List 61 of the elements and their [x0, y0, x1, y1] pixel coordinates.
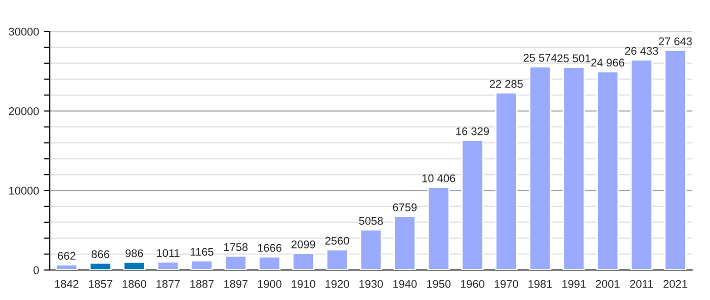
data-label: 986: [126, 249, 144, 258]
data-label: 25 501: [557, 54, 590, 62]
x-tick-label: 1857: [88, 280, 112, 288]
data-label: 26 433: [625, 47, 658, 55]
data-label: 10 406: [422, 174, 456, 182]
y-tick-label: 20000: [8, 107, 39, 116]
data-label: 866: [92, 250, 110, 258]
y-tick-label: 0: [34, 266, 39, 274]
x-tick-label: 1920: [326, 280, 350, 288]
data-label: 1666: [258, 244, 282, 252]
bar: [528, 66, 552, 270]
y-tick-label: 10000: [9, 186, 39, 195]
x-tick-label: 1877: [156, 280, 180, 288]
data-label: 22 285: [490, 80, 523, 88]
x-tick-label: 2011: [630, 280, 653, 288]
x-tick-label: 1930: [359, 280, 383, 288]
x-tick-label: 1897: [224, 280, 248, 288]
x-tick-label: 1950: [427, 280, 451, 288]
bar: [461, 139, 484, 270]
data-label: 662: [58, 252, 76, 260]
x-tick-label: 1970: [494, 280, 518, 288]
x-tick-label: 1900: [258, 280, 282, 288]
data-label: 27 643: [658, 37, 692, 46]
bar: [156, 261, 180, 270]
bar: [427, 186, 450, 270]
data-label: 2560: [325, 236, 350, 245]
x-tick-label: 1860: [122, 280, 146, 288]
x-tick-label: 1887: [190, 280, 214, 288]
x-tick-label: 1960: [460, 280, 484, 288]
bar: [224, 255, 247, 270]
bar: [360, 229, 382, 270]
x-tick-label: 2021: [664, 280, 688, 288]
y-tick-label: 30000: [8, 28, 39, 36]
data-label: 5058: [359, 216, 383, 225]
x-tick-label: 1910: [292, 280, 316, 288]
bar: [630, 59, 653, 270]
bar: [394, 216, 416, 270]
bar: [89, 262, 112, 270]
bar: [190, 260, 214, 270]
data-label: 1011: [156, 249, 180, 257]
bar: [292, 252, 315, 270]
x-tick-label: 1842: [55, 280, 78, 288]
data-label: 24 966: [591, 58, 624, 67]
data-label: 2099: [292, 240, 316, 248]
bar: [55, 264, 78, 270]
bar: [326, 248, 348, 270]
x-tick-label: 1940: [393, 280, 417, 288]
bar: [664, 50, 687, 270]
data-label: 16 329: [456, 127, 489, 136]
data-label: 6759: [393, 203, 417, 212]
data-label: 1165: [190, 248, 214, 256]
x-tick-label: 1991: [562, 280, 586, 288]
bar: [258, 256, 281, 270]
bar: [562, 66, 586, 270]
data-label: 25 574: [524, 54, 557, 62]
bar: [123, 261, 146, 270]
x-tick-label: 2001: [596, 280, 620, 288]
bar: [596, 70, 619, 270]
bar: [495, 92, 518, 270]
x-tick-label: 1981: [528, 280, 552, 288]
data-label: 1758: [224, 243, 248, 252]
